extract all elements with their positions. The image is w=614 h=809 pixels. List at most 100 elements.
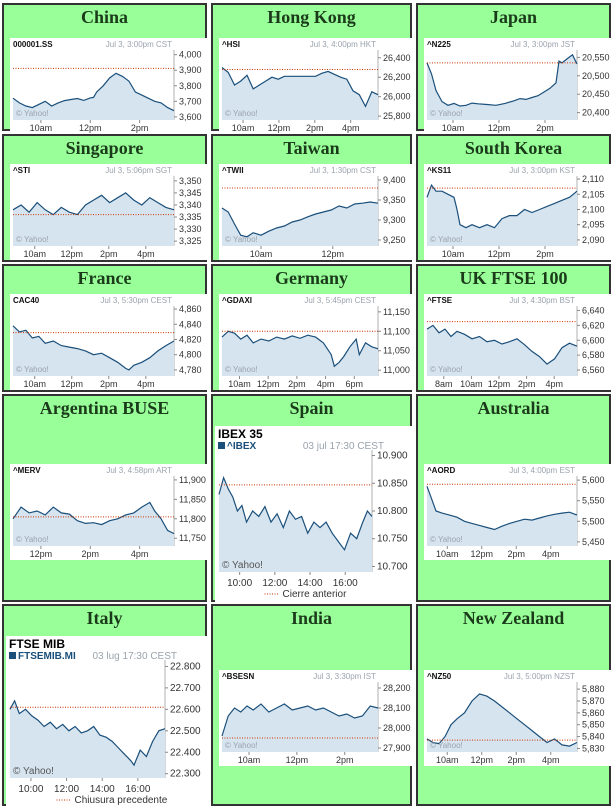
x-tick-label: 2pm [507, 549, 525, 559]
symbol-label[interactable]: ^GDAXI [222, 296, 252, 305]
y-tick-label: 4,860 [179, 304, 202, 314]
symbol-label[interactable]: ^BSESN [222, 672, 254, 681]
x-tick-label: 12pm [61, 249, 84, 259]
chart-box[interactable]: ^FTSE Jul 3, 4:30pm BST 6,560 6,580 6,600 6,6… [424, 294, 613, 390]
series-line [221, 703, 379, 737]
x-tick-label: 10am [23, 379, 46, 389]
symbol-label[interactable]: ^N225 [427, 40, 451, 49]
y-tick-label: 26,200 [383, 72, 411, 82]
y-tick-label: 3,900 [179, 65, 202, 75]
symbol-label[interactable]: ^STI [13, 166, 30, 175]
chart-box[interactable]: IBEX 35 ^IBEX 03 jul 17:30 CEST 10.700 10.75… [215, 426, 414, 602]
series-area [219, 477, 372, 572]
market-cell: Hong Kong ^HSI Jul 3, 4:00pm HKT 25,800 26,0… [211, 3, 414, 134]
chart-svg: 000001.SS Jul 3, 3:00pm CST 3,600 3,700 3,80… [12, 40, 202, 133]
y-tick-label: 10.800 [377, 506, 408, 517]
timestamp: Jul 3, 5:06pm SGT [105, 166, 172, 175]
market-cell: India ^BSESN Jul 3, 3:30pm IST 27,900 28,000… [211, 604, 414, 806]
yahoo-watermark: © Yahoo! [16, 365, 49, 374]
region-title: Germany [275, 268, 348, 288]
x-tick-label: 12:00 [262, 578, 287, 589]
y-tick-label: 11,900 [179, 475, 206, 485]
x-tick-label: 2pm [536, 249, 554, 259]
symbol-label[interactable]: ^IBEX [227, 441, 257, 452]
market-cell: South Korea ^KS11 Jul 3, 3:00pm KST 2,090 2,… [416, 134, 613, 262]
y-tick-label: 28,100 [383, 703, 411, 713]
symbol-label[interactable]: 000001.SS [13, 40, 53, 49]
region-title: India [290, 608, 333, 628]
region-title: Spain [289, 398, 334, 418]
x-tick-label: 10am [460, 379, 483, 389]
chart-svg: ^TWII Jul 3, 1:30pm CST 9,250 9,300 9,350 9,4… [221, 166, 406, 259]
chart-box[interactable]: CAC40 Jul 3, 5:30pm CEST 4,780 4,800 4,820 4,… [10, 294, 210, 390]
chart-svg: ^KS11 Jul 3, 3:00pm KST 2,090 2,095 2,100 2,1… [426, 166, 605, 259]
symbol-label[interactable]: ^AORD [427, 466, 455, 475]
symbol-label[interactable]: ^FTSE [427, 296, 453, 305]
x-tick-label: 2pm [306, 123, 324, 133]
x-tick-label: 2pm [82, 549, 100, 559]
symbol-label[interactable]: FTSEMIB.MI [18, 651, 76, 662]
y-tick-label: 11,100 [383, 326, 410, 336]
market-cell: Taiwan ^TWII Jul 3, 1:30pm CST 9,250 9,300 9,… [211, 134, 414, 262]
chart-box[interactable]: ^NZ50 Jul 3, 5:00pm NZST 5,830 5,840 5,850 5,… [424, 670, 613, 766]
x-tick-label: 10am [228, 379, 251, 389]
chart-box[interactable]: ^KS11 Jul 3, 3:00pm KST 2,090 2,095 2,100 2,1… [424, 164, 613, 260]
series-line [12, 72, 175, 112]
chart-box[interactable]: ^MERV Jul 3, 4:58pm ART 11,750 11,800 11,850… [10, 464, 210, 560]
chart-box[interactable]: ^N225 Jul 3, 3:00pm JST 20,400 20,450 20,500… [424, 38, 613, 134]
y-tick-label: 28,200 [383, 683, 411, 693]
symbol-label[interactable]: ^MERV [13, 466, 41, 475]
chart-svg: ^AORD Jul 3, 4:00pm EST 5,450 5,500 5,550 5,6… [426, 466, 605, 559]
chart-box[interactable]: ^STI Jul 3, 5:06pm SGT 3,325 3,330 3,335 3,34… [10, 164, 210, 260]
timestamp: Jul 3, 3:30pm IST [313, 672, 376, 681]
chart-box[interactable]: ^BSESN Jul 3, 3:30pm IST 27,900 28,000 28,10… [219, 670, 414, 766]
y-tick-label: 5,840 [582, 732, 605, 742]
timestamp: 03 jul 17:30 CEST [303, 441, 384, 452]
timestamp: Jul 3, 4:58pm ART [106, 466, 172, 475]
x-tick-label: 12pm [79, 123, 102, 133]
chart-svg: ^GDAXI Jul 3, 5:45pm CEST 11,000 11,050 11,1… [221, 296, 410, 389]
chart-heading: IBEX 35 [218, 427, 263, 441]
symbol-label[interactable]: ^KS11 [427, 166, 452, 175]
x-tick-label: 10am [436, 549, 459, 559]
y-tick-label: 6,560 [582, 365, 605, 375]
y-tick-label: 2,105 [582, 189, 605, 199]
x-tick-label: 2pm [518, 379, 536, 389]
x-tick-label: 12pm [470, 755, 493, 765]
timestamp: Jul 3, 3:00pm CST [106, 40, 172, 49]
y-tick-label: 10.850 [377, 478, 408, 489]
legend-label: Cierre anterior [283, 589, 348, 600]
x-tick-label: 10:00 [18, 784, 43, 795]
symbol-label[interactable]: ^HSI [222, 40, 240, 49]
y-tick-label: 2,095 [582, 220, 605, 230]
y-tick-label: 3,335 [179, 212, 202, 222]
series-line [426, 324, 578, 365]
symbol-label[interactable]: CAC40 [13, 296, 40, 305]
x-tick-label: 6pm [346, 379, 364, 389]
y-tick-label: 3,345 [179, 188, 202, 198]
chart-box[interactable]: ^GDAXI Jul 3, 5:45pm CEST 11,000 11,050 11,1… [219, 294, 414, 390]
yahoo-watermark: © Yahoo! [225, 109, 258, 118]
chart-box[interactable]: ^HSI Jul 3, 4:00pm HKT 25,800 26,000 26,200 2… [219, 38, 414, 134]
chart-heading: FTSE MIB [9, 637, 65, 651]
x-tick-label: 8am [435, 379, 453, 389]
y-tick-label: 3,325 [179, 236, 202, 246]
y-tick-label: 10.750 [377, 534, 408, 545]
symbol-label[interactable]: ^TWII [222, 166, 244, 175]
chart-box[interactable]: FTSE MIB FTSEMIB.MI 03 lug 17:30 CEST 22.30… [6, 636, 207, 808]
x-tick-label: 12:00 [54, 784, 79, 795]
series-line [426, 53, 578, 107]
region-title: Taiwan [283, 138, 340, 158]
market-cell: New Zealand ^NZ50 Jul 3, 5:00pm NZST 5,830 5… [416, 604, 613, 806]
chart-box[interactable]: ^TWII Jul 3, 1:30pm CST 9,250 9,300 9,350 9,4… [219, 164, 414, 260]
chart-svg: ^MERV Jul 3, 4:58pm ART 11,750 11,800 11,850… [12, 466, 206, 559]
x-tick-label: 10am [436, 755, 459, 765]
y-tick-label: 6,600 [582, 335, 605, 345]
chart-box[interactable]: 000001.SS Jul 3, 3:00pm CST 3,600 3,700 3,80… [10, 38, 210, 134]
chart-box[interactable]: ^AORD Jul 3, 4:00pm EST 5,450 5,500 5,550 5,6… [424, 464, 613, 560]
symbol-label[interactable]: ^NZ50 [427, 672, 452, 681]
x-tick-label: 2pm [536, 123, 554, 133]
y-tick-label: 20,400 [582, 108, 610, 118]
market-cell: UK FTSE 100 ^FTSE Jul 3, 4:30pm BST 6,560 6,… [416, 264, 613, 392]
